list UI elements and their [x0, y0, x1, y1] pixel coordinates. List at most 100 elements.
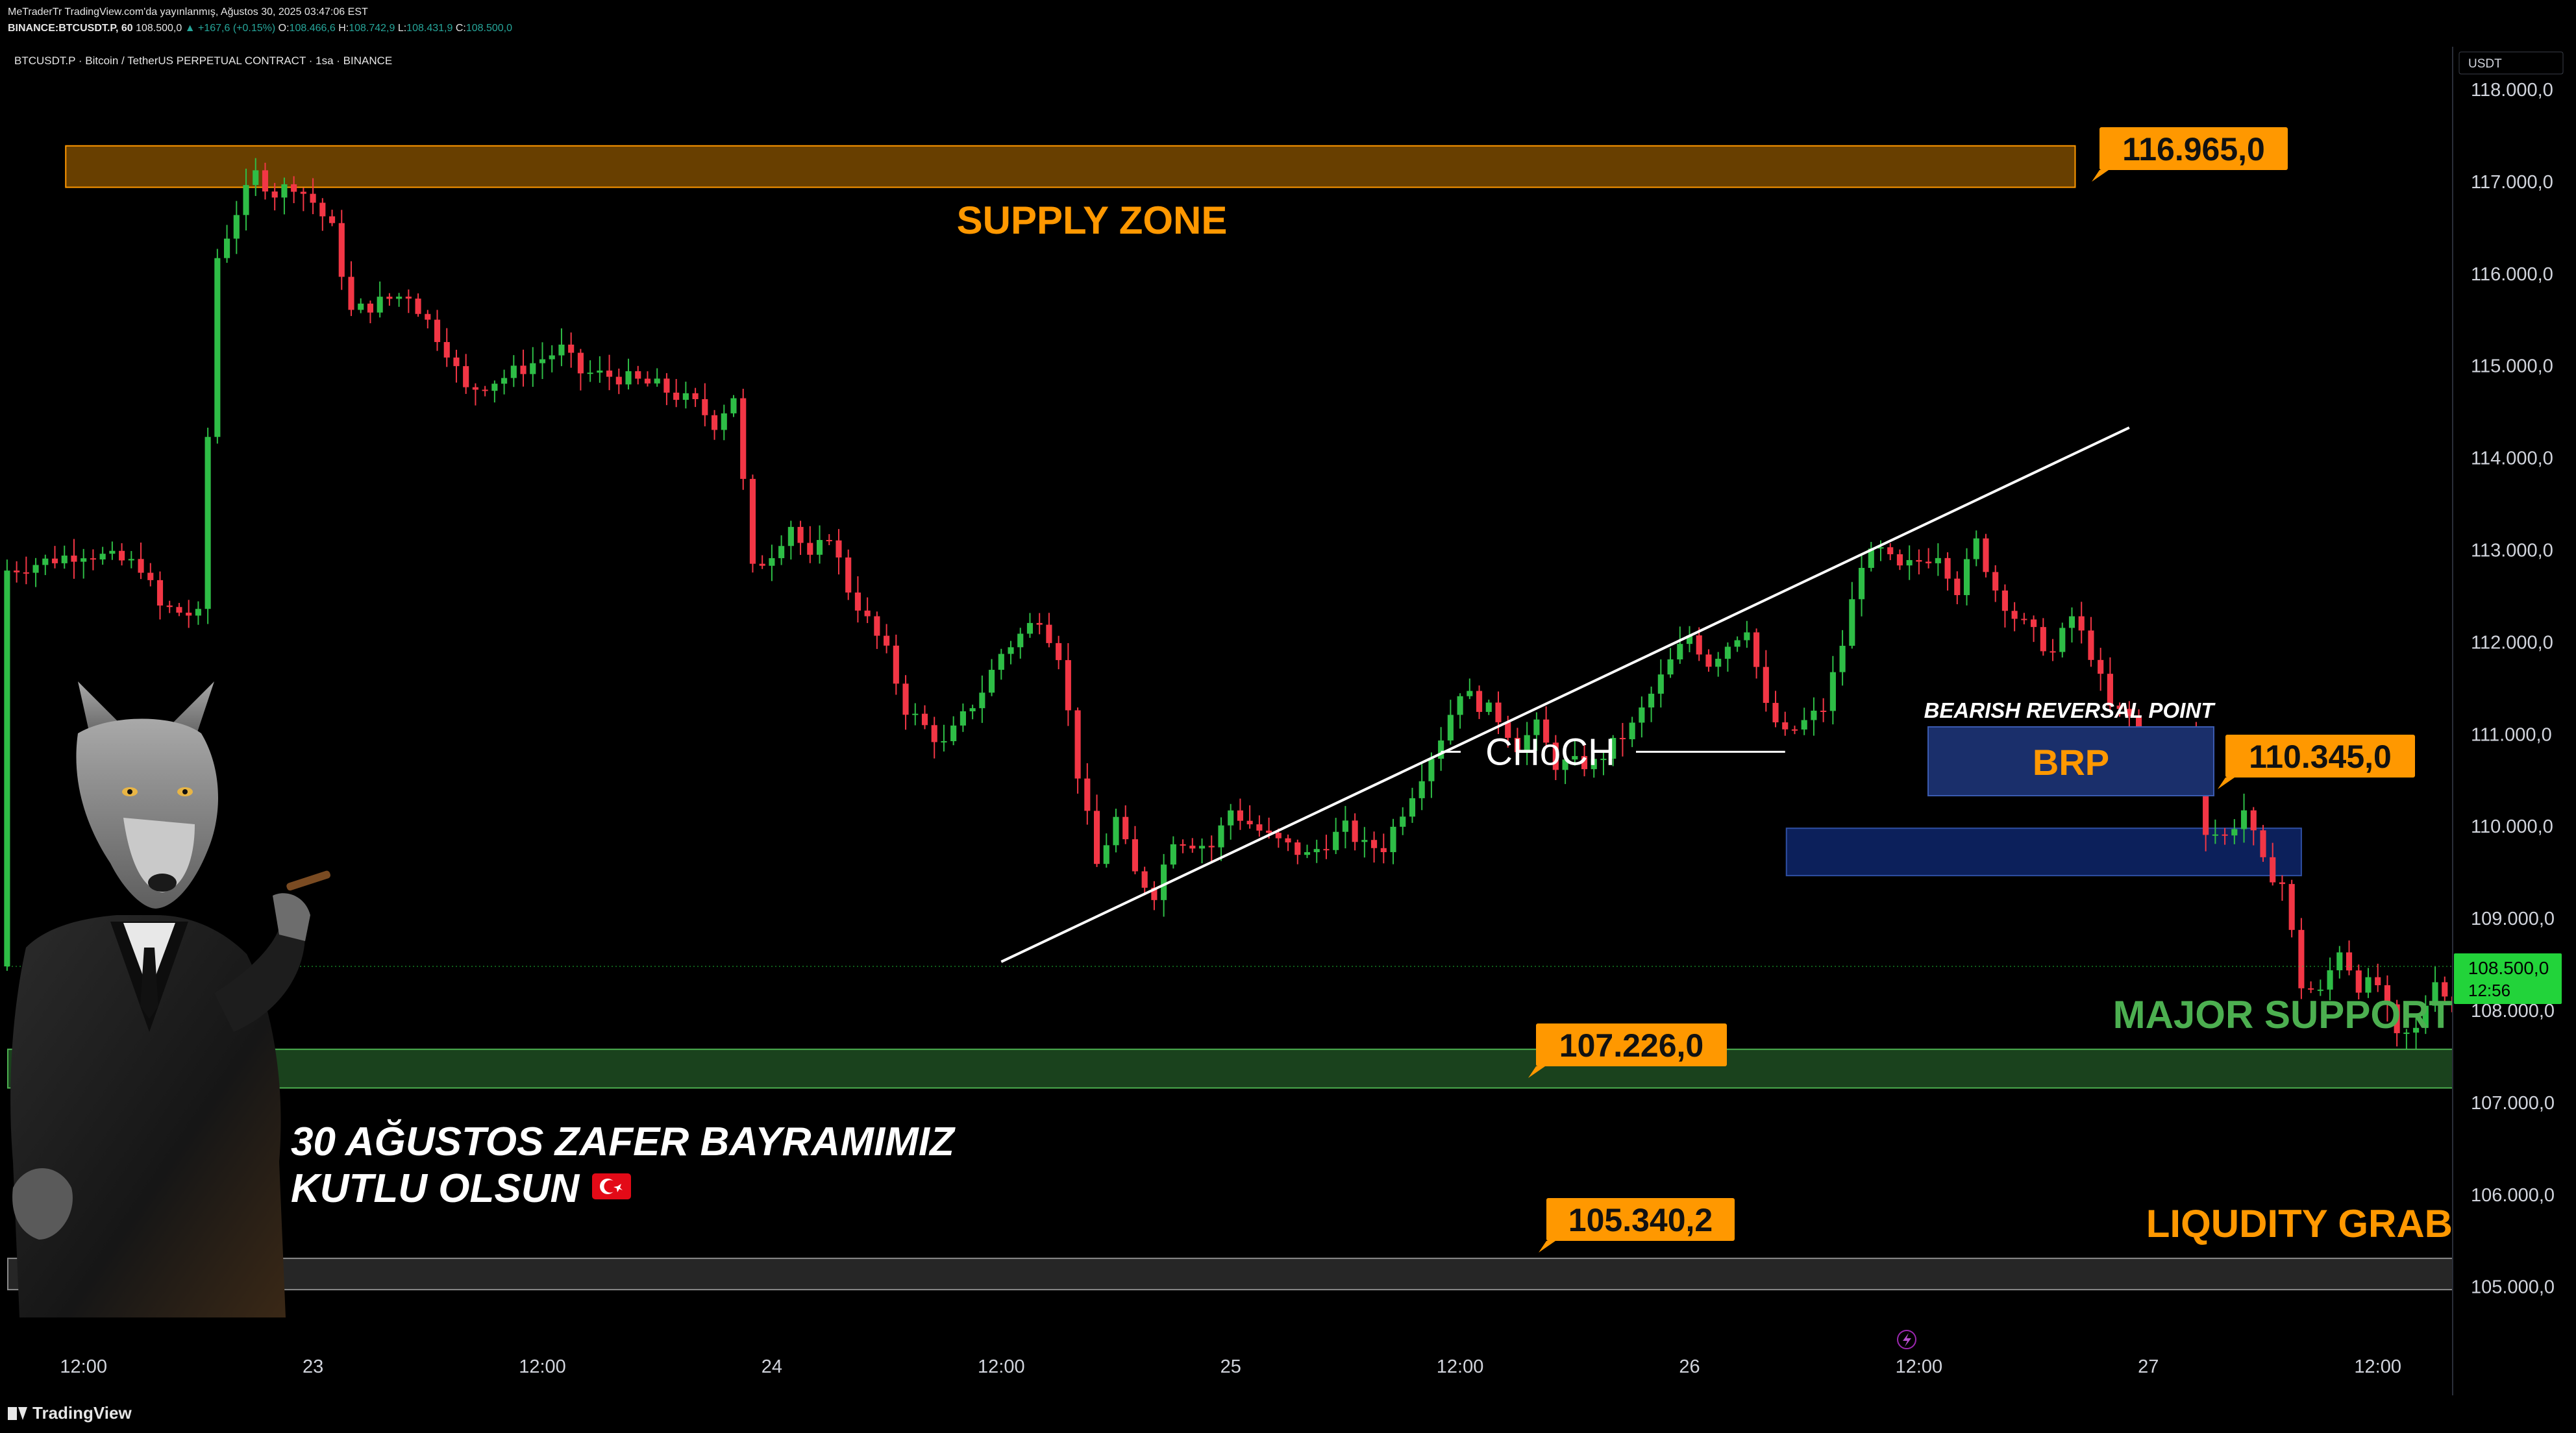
- candle-down: [673, 393, 680, 400]
- candle-up: [99, 554, 106, 559]
- brp-label: BRP: [2033, 742, 2109, 783]
- candle-down: [1294, 842, 1301, 855]
- candle-down: [1208, 846, 1215, 848]
- publish-info: MeTraderTr TradingView.com'da yayınlanmı…: [8, 6, 368, 18]
- candle-down: [2001, 590, 2008, 611]
- time-axis[interactable]: 12:00 23 12:00 24 12:00 25 12:00 26 12:00 27 12:00…: [60, 1330, 2576, 1377]
- candle-up: [1839, 646, 1846, 672]
- major-support-price-tag[interactable]: 107.226,0: [1528, 1023, 1727, 1078]
- tradingview-logo[interactable]: TradingView: [8, 1403, 132, 1423]
- candle-up: [721, 413, 727, 430]
- candle-up: [1304, 852, 1311, 855]
- candle-down: [1084, 778, 1091, 811]
- candle-down: [807, 543, 813, 555]
- candle-down: [1141, 871, 1148, 888]
- candle-down: [2308, 988, 2314, 990]
- candle-up: [654, 378, 660, 384]
- choch-label: CHoCH: [1485, 731, 1615, 773]
- brp-price-tag-text: 110.345,0: [2249, 739, 2392, 775]
- candle-down: [1753, 632, 1760, 667]
- symbol-description[interactable]: BTCUSDT.P · Bitcoin / TetherUS PERPETUAL…: [14, 55, 393, 67]
- high-label: H:: [338, 23, 349, 34]
- major-support-zone[interactable]: [7, 1048, 2453, 1089]
- candle-down: [348, 276, 354, 310]
- tradingview-logo-icon: [8, 1406, 27, 1420]
- candle-up: [377, 297, 383, 313]
- candle-up: [1724, 646, 1731, 659]
- price-tick-label: 106.000,0: [2471, 1185, 2555, 1206]
- last-price-tag[interactable]: [2454, 953, 2562, 1005]
- candle-down: [2126, 709, 2133, 716]
- price-axis[interactable]: USDT 118.000,0 117.000,0 116.000,0 115.000,0…: [2452, 47, 2576, 1397]
- candle-down: [1275, 833, 1282, 839]
- candle-down: [328, 216, 336, 223]
- candle-down: [568, 344, 575, 353]
- candle-down: [2442, 982, 2448, 997]
- brp-price-tag[interactable]: 110.345,0: [2218, 735, 2415, 789]
- lightning-icon[interactable]: [1897, 1330, 1916, 1349]
- candle-up: [769, 558, 775, 566]
- candle-down: [434, 319, 441, 343]
- candle-down: [711, 415, 718, 430]
- candle-up: [730, 398, 737, 413]
- candle-down: [271, 191, 278, 198]
- major-support-label: MAJOR SUPPORT: [2113, 993, 2453, 1036]
- supply-zone-price-tag[interactable]: 116.965,0: [2092, 127, 2288, 182]
- trendline[interactable]: [1000, 426, 2130, 963]
- candle-up: [1868, 548, 1874, 569]
- candle-down: [1495, 702, 1502, 722]
- brp-label-box[interactable]: [1927, 726, 2214, 796]
- symbol-interval[interactable]: BINANCE:BTCUSDT.P, 60: [8, 23, 133, 34]
- annotations-layer: SUPPLY ZONE 116.965,0 MAJOR SUPPORT 107.226…: [8, 127, 2453, 1253]
- candle-down: [1619, 737, 1626, 740]
- ohlc-row: BINANCE:BTCUSDT.P, 60 108.500,0 ▲ +167,6…: [8, 20, 512, 37]
- candle-down: [472, 387, 478, 390]
- time-tick-label: 27: [2138, 1356, 2159, 1377]
- candle-up: [989, 670, 995, 693]
- candle-up: [1438, 740, 1444, 759]
- candle-up: [539, 359, 546, 363]
- candle-down: [1093, 811, 1100, 864]
- candle-down: [644, 378, 651, 384]
- high-value: 108.742,9: [349, 23, 395, 34]
- candle-down: [2375, 977, 2381, 986]
- candle-down: [166, 606, 173, 607]
- last-price-countdown: 12:56: [2468, 981, 2510, 1000]
- candle-down: [1887, 547, 1894, 554]
- candle-down: [2021, 619, 2027, 620]
- candle-down: [1132, 839, 1139, 872]
- candle-up: [32, 565, 39, 573]
- candle-down: [2394, 1004, 2400, 1033]
- close-value: 108.500,0: [465, 23, 512, 34]
- candle-up: [2422, 1005, 2429, 1028]
- price-tick-label: 107.000,0: [2471, 1093, 2555, 1114]
- candle-up: [1973, 538, 1979, 559]
- candle-down: [615, 376, 622, 385]
- open-label: O:: [278, 23, 290, 34]
- candle-down: [1056, 643, 1062, 661]
- candle-down: [2298, 929, 2305, 988]
- supply-zone-box[interactable]: [65, 145, 2076, 188]
- candle-up: [1877, 547, 1884, 549]
- candle-up: [1198, 846, 1206, 849]
- candle-down: [1896, 554, 1903, 566]
- candle-up: [1467, 691, 1473, 696]
- price-tick-label: 115.000,0: [2471, 356, 2553, 377]
- liquidity-grab-zone[interactable]: [7, 1257, 2453, 1291]
- time-tick-label: 12:00: [978, 1356, 1025, 1377]
- candle-up: [816, 540, 823, 555]
- candle-down: [1581, 755, 1588, 770]
- candle-up: [2413, 1027, 2420, 1033]
- candle-up: [1963, 559, 1970, 595]
- candle-up: [491, 384, 498, 391]
- candle-down: [1476, 691, 1483, 712]
- candle-up: [1533, 719, 1540, 735]
- candle-up: [998, 654, 1004, 670]
- candle-up: [597, 370, 603, 373]
- liquidity-grab-price-tag[interactable]: 105.340,2: [1539, 1198, 1735, 1253]
- currency-box[interactable]: [2458, 51, 2564, 75]
- candle-down: [119, 550, 125, 561]
- candle-down: [138, 559, 144, 573]
- candle-up: [204, 437, 211, 609]
